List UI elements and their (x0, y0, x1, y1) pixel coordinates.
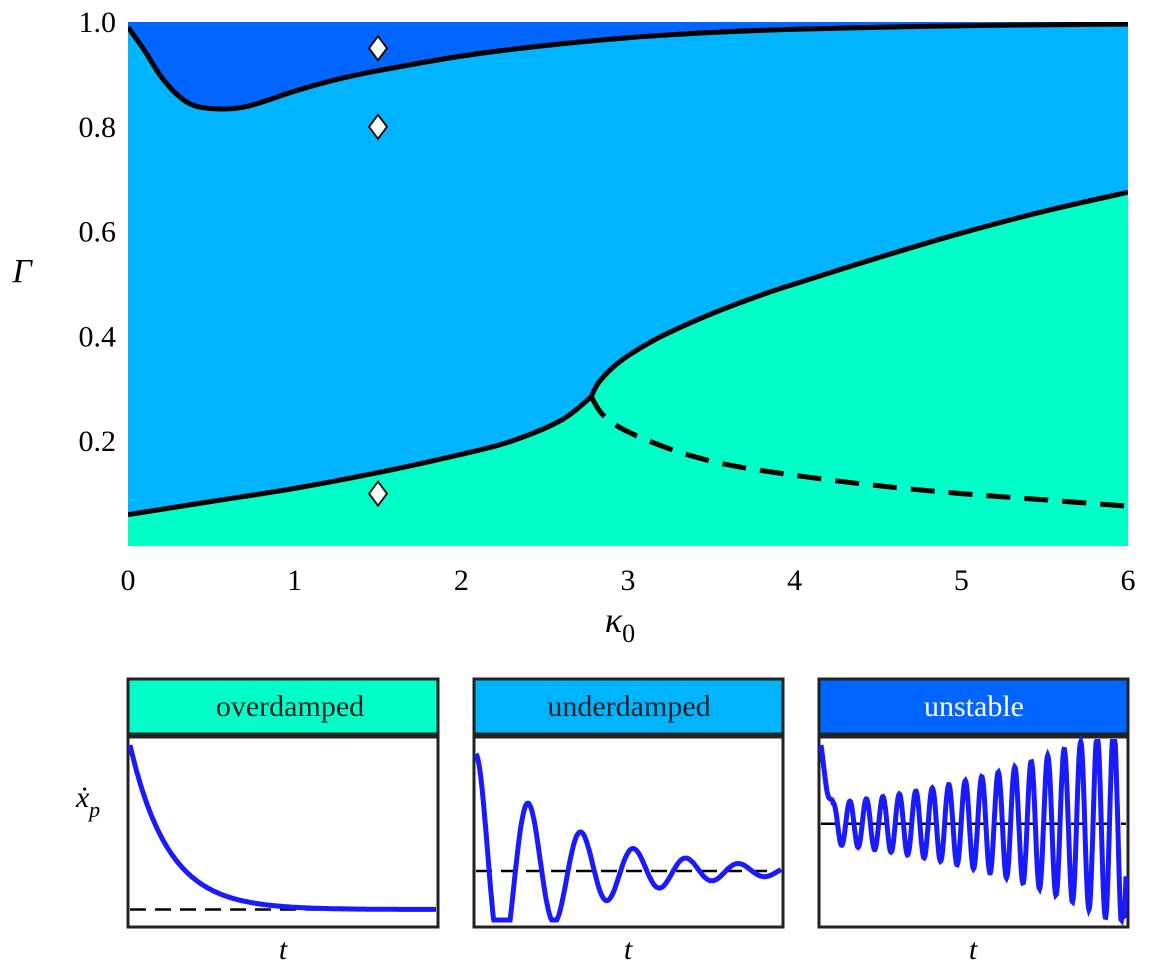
x-tick-label: 1 (287, 564, 302, 597)
sample-marker-2 (367, 113, 389, 141)
x-tick-label: 6 (1121, 564, 1136, 597)
y-tick-label: 1.0 (79, 6, 117, 39)
overdamped-region (128, 192, 1128, 546)
upper-boundary-curve (589, 189, 1128, 398)
x-tick-label: 0 (121, 564, 136, 597)
panel-unstable-xlabel: t (969, 933, 978, 966)
panel-underdamped-title: underdamped (547, 690, 710, 723)
panel-overdamped-header (126, 677, 440, 736)
panel-underdamped-plot-frame (472, 735, 785, 929)
x-tick-labels: 0 1 2 3 4 5 6 (121, 564, 1136, 597)
y-tick-labels: 0.2 0.4 0.6 0.8 1.0 (79, 6, 117, 458)
x-tick-label: 2 (454, 564, 469, 597)
x-tick-label: 4 (787, 564, 802, 597)
panel-unstable-title: unstable (924, 690, 1024, 723)
y-tick-label: 0.8 (79, 111, 117, 144)
y-tick-label: 0.2 (79, 425, 117, 458)
panel-unstable-trace (818, 734, 1129, 926)
x-axis-label-subscript: 0 (622, 619, 635, 648)
panel-underdamped-trace (473, 752, 783, 923)
dashed-boundary-curve (589, 395, 1128, 509)
panel-underdamped-xlabel: t (624, 933, 633, 966)
x-axis-label-main: κ (605, 600, 623, 640)
panel-overdamped-plot-frame (126, 735, 440, 929)
panel-overdamped-ylabel-subscript: p (87, 797, 100, 822)
panel-overdamped-title: overdamped (216, 690, 364, 723)
panel-underdamped: underdamped t (472, 677, 785, 966)
panel-unstable: unstable t (817, 677, 1130, 966)
panel-overdamped-trace (127, 744, 436, 912)
panel-overdamped-xlabel: t (279, 933, 288, 966)
x-tick-label: 5 (954, 564, 969, 597)
unstable-boundary-curve (128, 22, 1128, 112)
panel-overdamped-ylabel: ẋp (75, 781, 100, 822)
panel-underdamped-header (472, 677, 785, 736)
sample-marker-1 (367, 34, 389, 62)
panel-overdamped: overdamped ẋp t (75, 677, 440, 966)
x-tick-label: 3 (621, 564, 636, 597)
x-axis-label: κ0 (605, 600, 635, 648)
lower-boundary-curve (128, 394, 593, 518)
y-tick-label: 0.6 (79, 216, 117, 249)
panel-unstable-header (817, 677, 1130, 736)
y-tick-label: 0.4 (79, 320, 117, 353)
sample-markers (367, 34, 389, 508)
underdamped-region (128, 24, 1128, 515)
panel-overdamped-ylabel-main: ẋ (75, 781, 90, 814)
y-axis-label: Γ (11, 253, 33, 290)
sample-marker-3 (367, 480, 389, 508)
